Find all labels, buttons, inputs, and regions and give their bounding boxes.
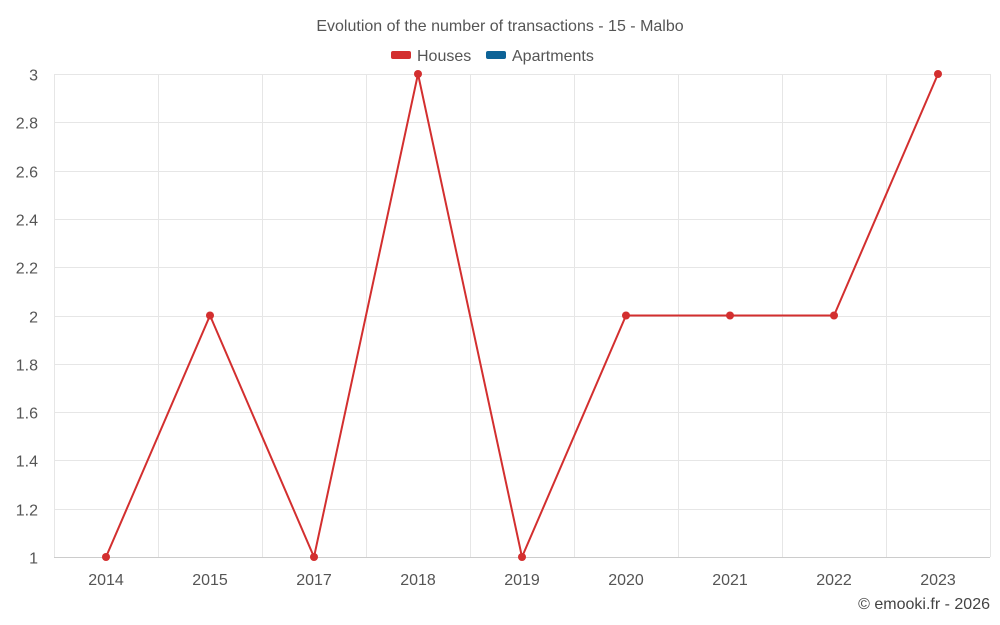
houses-point[interactable] <box>310 553 318 561</box>
chart-title: Evolution of the number of transactions … <box>316 18 683 35</box>
y-tick-label: 2.6 <box>16 165 38 182</box>
x-tick-label: 2015 <box>192 572 228 589</box>
x-tick-label: 2022 <box>816 572 852 589</box>
y-tick-label: 2.8 <box>16 116 38 133</box>
houses-point[interactable] <box>206 311 214 320</box>
x-tick-label: 2019 <box>504 572 540 589</box>
y-tick-label: 1.4 <box>16 454 38 471</box>
y-axis-ticks: 1 1.2 1.4 1.6 1.8 2 2.2 2.4 2.6 2.8 3 <box>16 68 38 568</box>
houses-point[interactable] <box>622 311 630 320</box>
x-tick-label: 2021 <box>712 572 748 589</box>
legend-item-apartments[interactable]: Apartments <box>486 48 594 65</box>
houses-point[interactable] <box>726 311 734 320</box>
houses-point[interactable] <box>934 70 942 78</box>
y-tick-label: 2.2 <box>16 261 38 278</box>
x-axis-ticks: 2014 2015 2017 2018 2019 2020 2021 2022 2023 <box>88 572 956 589</box>
series-houses <box>102 70 942 561</box>
houses-point[interactable] <box>414 70 422 78</box>
legend-label-houses: Houses <box>417 48 471 65</box>
x-tick-label: 2020 <box>608 572 644 589</box>
legend-swatch-houses <box>391 51 411 59</box>
credit: © emooki.fr - 2026 <box>858 596 990 613</box>
grid <box>54 74 991 558</box>
x-tick-label: 2014 <box>88 572 124 589</box>
legend-swatch-apartments <box>486 51 506 59</box>
houses-point[interactable] <box>518 553 526 561</box>
y-tick-label: 1.6 <box>16 406 38 423</box>
y-tick-label: 3 <box>29 68 38 85</box>
houses-line <box>105 73 939 558</box>
legend-label-apartments: Apartments <box>512 48 594 65</box>
x-tick-label: 2018 <box>400 572 436 589</box>
legend: Houses Apartments <box>391 48 594 65</box>
y-tick-label: 1.8 <box>16 358 38 375</box>
y-tick-label: 1 <box>29 551 38 568</box>
y-tick-label: 2.4 <box>16 213 38 230</box>
legend-item-houses[interactable]: Houses <box>391 48 471 65</box>
y-tick-label: 1.2 <box>16 503 38 520</box>
houses-point[interactable] <box>102 553 110 561</box>
y-tick-label: 2 <box>29 310 38 327</box>
x-tick-label: 2023 <box>920 572 956 589</box>
x-tick-label: 2017 <box>296 572 332 589</box>
houses-point[interactable] <box>830 311 838 320</box>
